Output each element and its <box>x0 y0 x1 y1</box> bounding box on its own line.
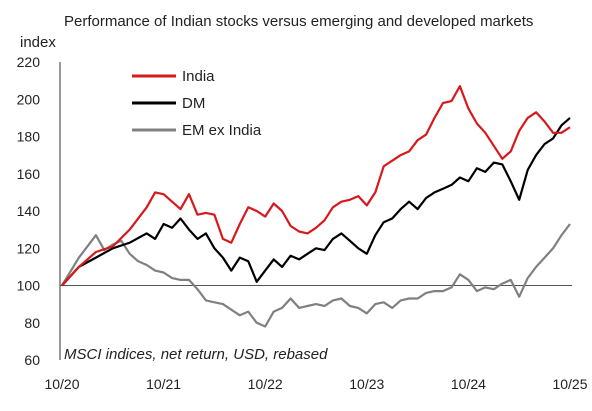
x-tick-label: 10/23 <box>349 376 384 392</box>
x-axis-ticks: 10/20 10/21 10/22 10/23 10/24 10/25 <box>44 376 587 392</box>
source-note: MSCI indices, net return, USD, rebased <box>64 346 328 363</box>
series-line-india <box>61 85 571 287</box>
legend-label: DM <box>182 95 205 112</box>
y-tick-label: 200 <box>17 91 41 107</box>
series-line-dm <box>61 117 571 287</box>
legend: India DM EM ex India <box>132 68 262 139</box>
legend-label: India <box>182 68 215 85</box>
y-tick-label: 80 <box>24 315 40 331</box>
series-line-em-ex-india <box>61 223 571 328</box>
y-axis-ticks: 60 80 100 120 140 160 180 200 220 <box>17 54 41 368</box>
y-tick-label: 180 <box>17 129 41 145</box>
y-axis-unit-label: index <box>20 34 56 51</box>
x-tick-label: 10/24 <box>451 376 486 392</box>
y-tick-label: 100 <box>17 278 41 294</box>
x-tick-label: 10/20 <box>44 376 79 392</box>
series-lines <box>61 85 571 328</box>
y-tick-label: 120 <box>17 240 41 256</box>
y-tick-label: 160 <box>17 166 41 182</box>
chart-title: Performance of Indian stocks versus emer… <box>64 13 533 30</box>
y-tick-label: 220 <box>17 54 41 70</box>
y-tick-label: 140 <box>17 203 41 219</box>
y-tick-label: 60 <box>24 352 40 368</box>
x-tick-label: 10/25 <box>552 376 587 392</box>
legend-label: EM ex India <box>182 122 262 139</box>
x-tick-label: 10/22 <box>248 376 283 392</box>
x-tick-label: 10/21 <box>146 376 181 392</box>
